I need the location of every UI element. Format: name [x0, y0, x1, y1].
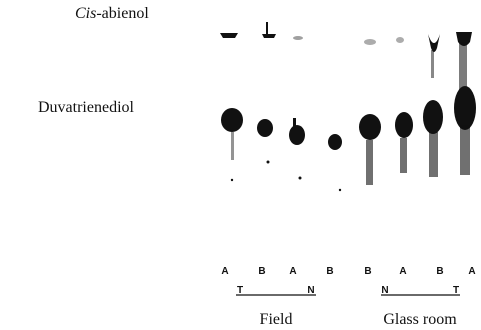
spot [220, 33, 238, 38]
lane-label: A [468, 266, 475, 277]
streak [293, 118, 296, 128]
spot [454, 86, 476, 130]
streak [460, 125, 470, 175]
spot [423, 100, 443, 134]
compound-label: Cis-abienol [75, 5, 149, 22]
compound-prefix: Cis [75, 5, 96, 22]
speck [339, 189, 341, 191]
spot [328, 134, 342, 150]
compound-label: Duvatrienediol [38, 99, 135, 116]
spot [221, 108, 243, 132]
group-end: N [307, 285, 314, 296]
streak [400, 138, 407, 173]
lane-label: B [258, 266, 265, 277]
spot [364, 39, 376, 45]
spot [359, 114, 381, 140]
group-end: N [381, 285, 388, 296]
spot [289, 125, 305, 145]
speck [299, 177, 302, 180]
group-end: T [453, 285, 459, 296]
streak [429, 132, 438, 177]
group-end: T [237, 285, 243, 296]
spot [395, 112, 413, 138]
speck [267, 161, 270, 164]
speck [231, 179, 233, 181]
lane-label: A [221, 266, 228, 277]
spot [396, 37, 404, 43]
streak [459, 42, 467, 90]
lane-label: B [326, 266, 333, 277]
streak [231, 132, 234, 160]
spot [257, 119, 273, 137]
lane-label: A [399, 266, 406, 277]
lane-label: A [289, 266, 296, 277]
compound-name: -abienol [96, 5, 149, 22]
group-label: Field [260, 311, 293, 328]
streak [366, 140, 373, 185]
background [0, 0, 481, 330]
lane-label: B [436, 266, 443, 277]
spot [293, 36, 303, 40]
tlc-figure: Cis-abienol Duvatrienediol A B [0, 0, 481, 330]
streak [431, 50, 434, 78]
lane-label: B [364, 266, 371, 277]
group-label: Glass room [383, 311, 457, 328]
